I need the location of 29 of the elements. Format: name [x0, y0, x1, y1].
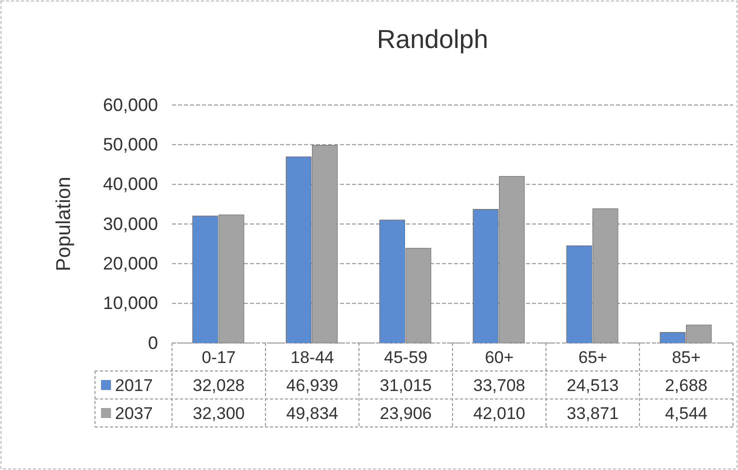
y-tick-label: 40,000	[102, 174, 158, 194]
x-tick-label: 18-44	[290, 348, 334, 367]
data-label: 49,834	[286, 404, 338, 423]
data-label: 24,513	[566, 376, 619, 395]
x-tick-label: 65+	[578, 348, 608, 367]
y-axis-title: Population	[53, 176, 75, 272]
legend-label: 2037	[115, 404, 153, 423]
data-label: 42,010	[473, 404, 526, 423]
data-label: 33,871	[566, 404, 619, 423]
y-tick-label: 10,000	[102, 293, 158, 314]
y-tick-label: 50,000	[102, 134, 158, 154]
chart-title: Randolph	[376, 24, 488, 54]
y-tick-label: 0	[148, 332, 158, 353]
x-tick-label: 45-59	[384, 348, 428, 367]
data-label: 32,300	[192, 404, 245, 423]
data-label: 2,688	[664, 376, 708, 395]
data-label: 31,015	[380, 376, 432, 395]
x-tick-label: 0-17	[202, 348, 236, 367]
legend-label: 2017	[115, 376, 153, 395]
data-label: 46,939	[286, 376, 338, 395]
y-tick-label: 30,000	[102, 214, 158, 234]
y-tick-label: 20,000	[102, 253, 158, 274]
data-label: 32,028	[192, 376, 245, 395]
data-label: 23,906	[380, 404, 432, 423]
data-label: 4,544	[664, 404, 708, 423]
data-label: 33,708	[473, 376, 526, 395]
y-tick-label: 60,000	[102, 94, 158, 115]
x-tick-label: 85+	[672, 348, 701, 367]
x-tick-label: 60+	[484, 348, 514, 367]
